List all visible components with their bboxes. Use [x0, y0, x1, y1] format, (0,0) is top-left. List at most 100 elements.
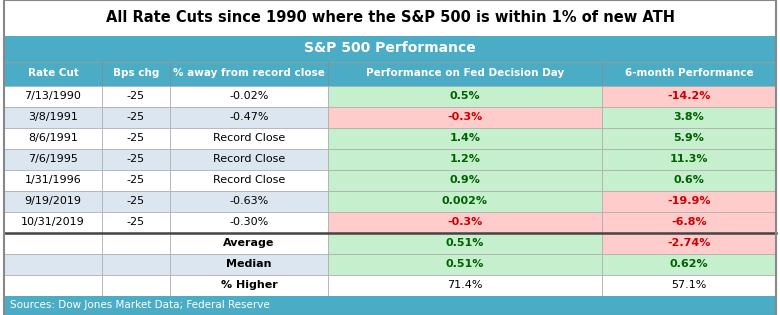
- Bar: [601, 148, 776, 169]
- Text: 0.51%: 0.51%: [445, 238, 484, 248]
- Bar: [601, 232, 776, 254]
- Bar: [170, 61, 328, 85]
- Bar: [601, 61, 776, 85]
- Bar: [4, 106, 102, 128]
- Bar: [102, 232, 170, 254]
- Text: Average: Average: [223, 238, 275, 248]
- Text: Bps chg: Bps chg: [113, 68, 159, 78]
- Text: -2.74%: -2.74%: [667, 238, 711, 248]
- Bar: [102, 211, 170, 232]
- Bar: [4, 148, 102, 169]
- Text: 3.8%: 3.8%: [673, 112, 704, 122]
- Text: 57.1%: 57.1%: [671, 280, 707, 290]
- Text: 3/8/1991: 3/8/1991: [28, 112, 78, 122]
- Bar: [328, 274, 601, 295]
- Text: -19.9%: -19.9%: [667, 196, 711, 206]
- Text: -0.47%: -0.47%: [229, 112, 268, 122]
- Bar: [170, 211, 328, 232]
- Text: -25: -25: [127, 154, 145, 164]
- Text: 71.4%: 71.4%: [447, 280, 483, 290]
- Text: -0.63%: -0.63%: [229, 196, 268, 206]
- Text: -25: -25: [127, 91, 145, 101]
- Text: S&P 500 Performance: S&P 500 Performance: [304, 42, 476, 55]
- Text: -25: -25: [127, 133, 145, 143]
- Bar: [102, 106, 170, 128]
- Text: 1.2%: 1.2%: [449, 154, 480, 164]
- Bar: [4, 0, 776, 36]
- Text: Sources: Dow Jones Market Data; Federal Reserve: Sources: Dow Jones Market Data; Federal …: [10, 301, 270, 311]
- Bar: [102, 148, 170, 169]
- Bar: [601, 191, 776, 211]
- Bar: [170, 106, 328, 128]
- Text: Median: Median: [226, 259, 271, 269]
- Text: 0.6%: 0.6%: [673, 175, 704, 185]
- Text: 0.002%: 0.002%: [441, 196, 488, 206]
- Bar: [4, 295, 776, 315]
- Bar: [328, 61, 601, 85]
- Bar: [102, 254, 170, 274]
- Bar: [170, 128, 328, 148]
- Bar: [102, 61, 170, 85]
- Text: -25: -25: [127, 112, 145, 122]
- Text: Rate Cut: Rate Cut: [27, 68, 79, 78]
- Bar: [102, 274, 170, 295]
- Bar: [170, 274, 328, 295]
- Text: 7/13/1990: 7/13/1990: [24, 91, 81, 101]
- Bar: [328, 85, 601, 106]
- Bar: [4, 36, 776, 61]
- Text: -14.2%: -14.2%: [667, 91, 711, 101]
- Bar: [170, 191, 328, 211]
- Text: 1.4%: 1.4%: [449, 133, 480, 143]
- Bar: [4, 254, 102, 274]
- Bar: [328, 191, 601, 211]
- Bar: [601, 274, 776, 295]
- Bar: [4, 232, 102, 254]
- Text: 7/6/1995: 7/6/1995: [28, 154, 78, 164]
- Text: 10/31/2019: 10/31/2019: [21, 217, 85, 227]
- Bar: [4, 128, 102, 148]
- Bar: [102, 191, 170, 211]
- Bar: [601, 128, 776, 148]
- Text: 1/31/1996: 1/31/1996: [25, 175, 81, 185]
- Text: 0.5%: 0.5%: [449, 91, 480, 101]
- Bar: [4, 211, 102, 232]
- Text: 0.51%: 0.51%: [445, 259, 484, 269]
- Bar: [328, 254, 601, 274]
- Bar: [170, 254, 328, 274]
- Text: 11.3%: 11.3%: [669, 154, 708, 164]
- Text: -0.02%: -0.02%: [229, 91, 268, 101]
- Text: -25: -25: [127, 217, 145, 227]
- Text: Record Close: Record Close: [213, 154, 285, 164]
- Text: 0.9%: 0.9%: [449, 175, 480, 185]
- Bar: [102, 128, 170, 148]
- Text: -0.3%: -0.3%: [447, 112, 482, 122]
- Text: -0.3%: -0.3%: [447, 217, 482, 227]
- Text: All Rate Cuts since 1990 where the S&P 500 is within 1% of new ATH: All Rate Cuts since 1990 where the S&P 5…: [105, 10, 675, 25]
- Bar: [4, 169, 102, 191]
- Text: Record Close: Record Close: [213, 175, 285, 185]
- Text: -25: -25: [127, 175, 145, 185]
- Bar: [170, 232, 328, 254]
- Text: % Higher: % Higher: [221, 280, 277, 290]
- Bar: [328, 211, 601, 232]
- Text: 6-month Performance: 6-month Performance: [625, 68, 753, 78]
- Bar: [4, 274, 102, 295]
- Bar: [601, 254, 776, 274]
- Bar: [601, 106, 776, 128]
- Bar: [4, 85, 102, 106]
- Text: Performance on Fed Decision Day: Performance on Fed Decision Day: [366, 68, 564, 78]
- Bar: [102, 169, 170, 191]
- Bar: [328, 106, 601, 128]
- Bar: [328, 232, 601, 254]
- Text: % away from record close: % away from record close: [173, 68, 324, 78]
- Text: -6.8%: -6.8%: [671, 217, 707, 227]
- Text: 8/6/1991: 8/6/1991: [28, 133, 78, 143]
- Text: 0.62%: 0.62%: [669, 259, 708, 269]
- Bar: [601, 169, 776, 191]
- Bar: [102, 85, 170, 106]
- Bar: [328, 169, 601, 191]
- Bar: [4, 61, 102, 85]
- Bar: [170, 148, 328, 169]
- Bar: [601, 211, 776, 232]
- Bar: [328, 148, 601, 169]
